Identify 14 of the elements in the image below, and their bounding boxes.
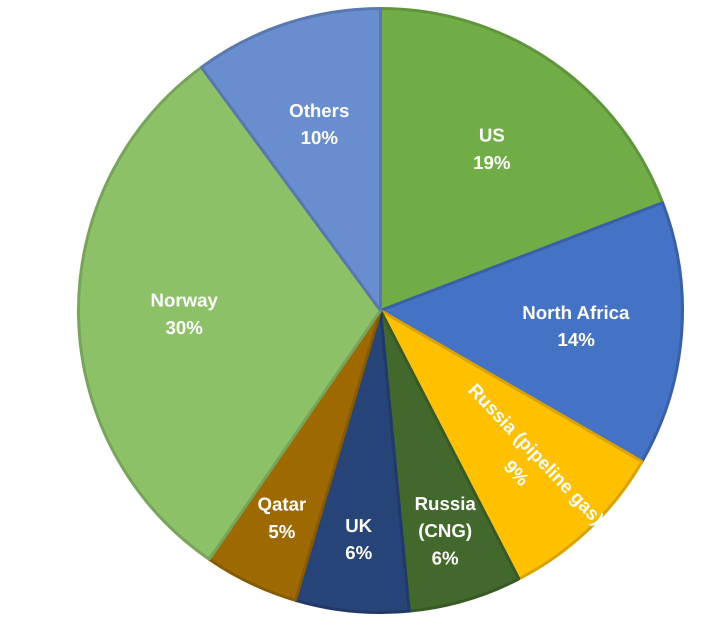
slice-label: UK	[345, 514, 373, 536]
data-label: 14%	[558, 329, 596, 350]
data-label: 6%	[432, 548, 460, 569]
slice-label: Qatar	[257, 494, 306, 515]
slice-label: Russia (CNG)	[414, 492, 476, 542]
data-label: 30%	[166, 316, 204, 338]
data-label: 19%	[473, 152, 511, 173]
data-label: 10%	[300, 127, 338, 148]
data-label: 6%	[345, 542, 373, 564]
data-label: 5%	[268, 520, 296, 542]
slice-label: Norway	[150, 289, 219, 310]
slice-label: Others	[289, 100, 350, 121]
slice-label: US	[478, 124, 505, 146]
slice-label: North Africa	[522, 302, 630, 323]
